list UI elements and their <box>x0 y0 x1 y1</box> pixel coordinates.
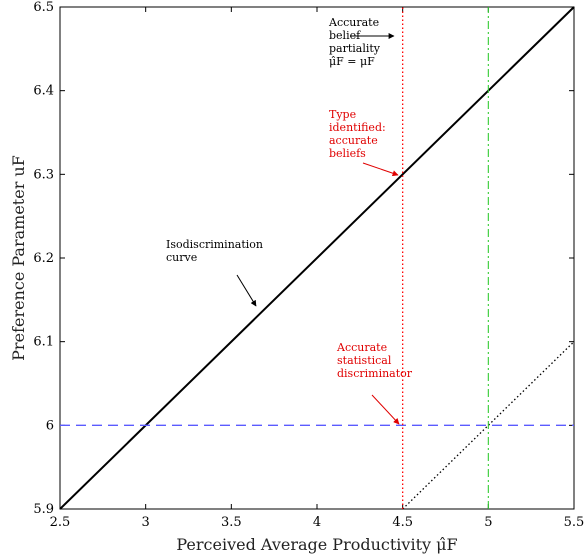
y-tick-label: 6.3 <box>33 167 54 182</box>
annotation-type-identified-arrow <box>362 162 399 177</box>
y-tick-label: 5.9 <box>33 502 54 517</box>
x-axis-title: Perceived Average Productivity μ̂F <box>176 535 457 554</box>
isodiscrimination-line <box>59 6 575 510</box>
annotation-line: statistical <box>337 354 392 367</box>
annotation-line: beliefs <box>329 147 366 160</box>
annotation-line: accurate <box>329 134 378 147</box>
x-tick-label: 2.5 <box>50 515 71 530</box>
x-tick-label: 3 <box>142 515 150 530</box>
x-tick-label: 5 <box>484 515 492 530</box>
annotation-line: curve <box>166 251 197 264</box>
y-tick-label: 6 <box>46 418 54 433</box>
annotation-type-identified: Type identified: accurate beliefs <box>329 108 386 160</box>
annotation-line: μ̂F = μF <box>329 55 375 68</box>
annotation-line: partiality <box>329 42 381 55</box>
annotation-line: discriminator <box>337 367 413 380</box>
annotation-statistical-discriminator-arrow <box>371 394 400 425</box>
y-tick-label: 6.1 <box>33 335 54 350</box>
x-tick-label: 4 <box>313 515 321 530</box>
y-axis-title: Preference Parameter uF <box>9 155 28 361</box>
annotation-statistical-discriminator: Accurate statistical discriminator <box>336 341 413 380</box>
tick-layer: 2.5 3 3.5 4 4.5 5 5.5 5.9 6 6.1 6.2 6.3 6.4 6.5 <box>33 0 584 530</box>
x-tick-label: 3.5 <box>221 515 242 530</box>
series-layer <box>59 6 575 510</box>
x-tick-label: 5.5 <box>564 515 584 530</box>
x-tick-label: 4.5 <box>392 515 413 530</box>
annotation-line: belief <box>329 29 361 42</box>
annotation-isodiscrimination: Isodiscrimination curve <box>166 238 263 264</box>
annotation-isodiscrimination-arrow <box>236 274 257 307</box>
y-tick-label: 6.4 <box>33 84 54 99</box>
annotation-line: identified: <box>329 121 386 134</box>
annotation-line: Type <box>329 108 356 121</box>
annotation-line: Accurate <box>336 341 387 354</box>
annotation-line: Isodiscrimination <box>166 238 263 251</box>
y-tick-label: 6.2 <box>33 251 54 266</box>
annotation-accurate-belief: Accurate belief partiality μ̂F = μF <box>328 16 381 68</box>
y-tick-label: 6.5 <box>33 0 54 15</box>
annotation-line: Accurate <box>328 16 379 29</box>
